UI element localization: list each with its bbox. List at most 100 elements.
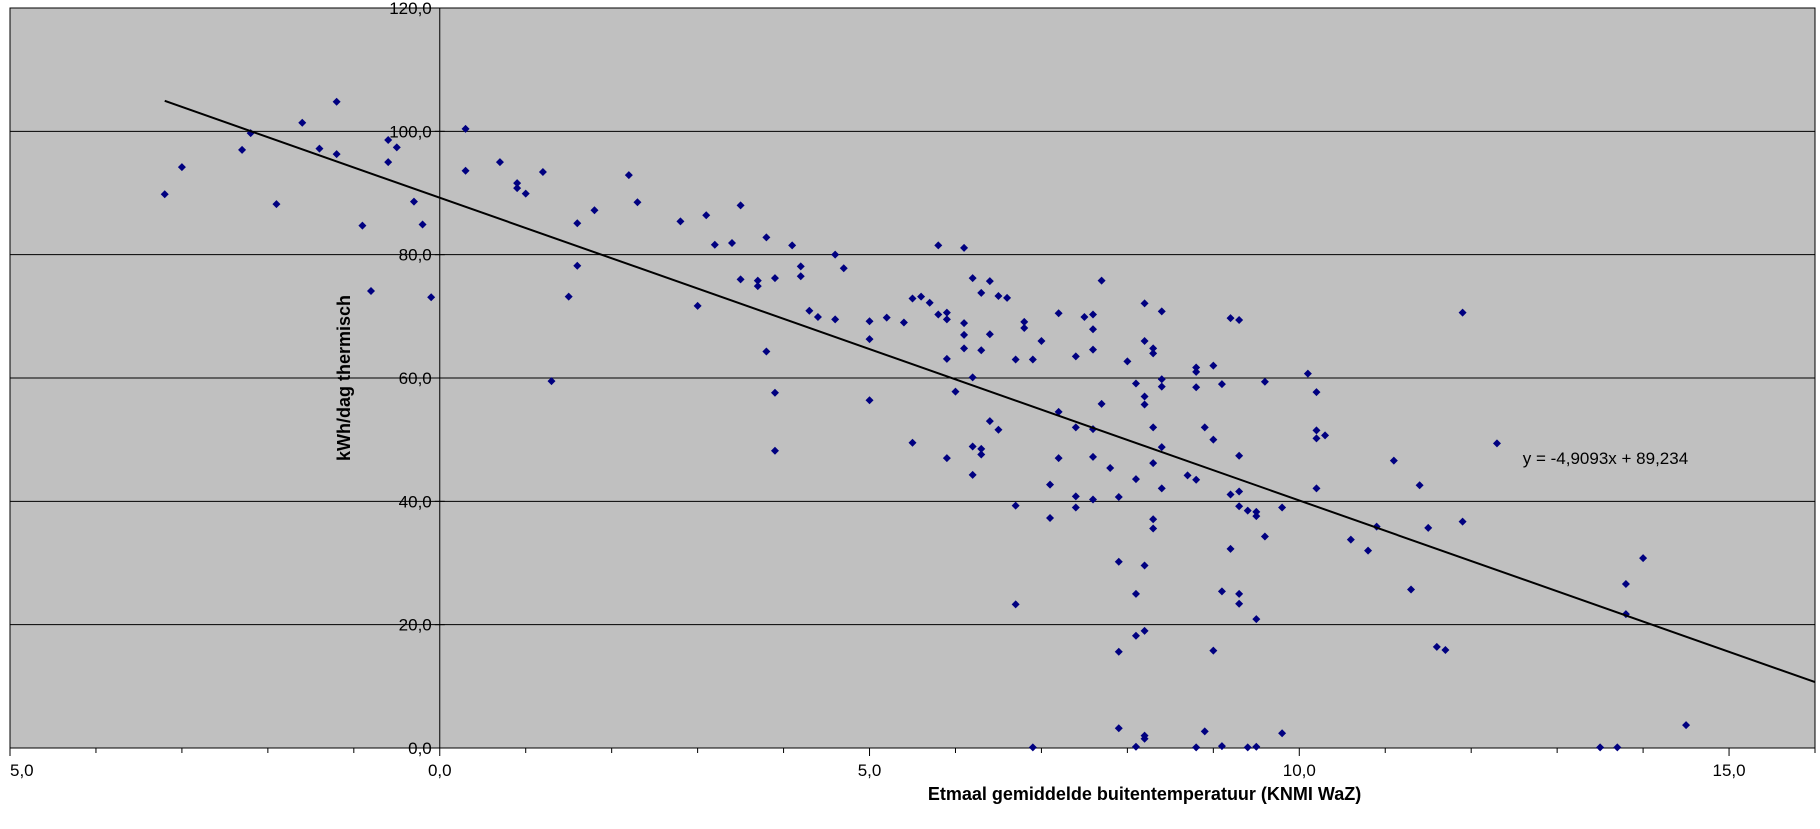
data-point [1157, 382, 1166, 391]
data-point [1235, 487, 1244, 496]
data-point [409, 197, 418, 206]
data-point [994, 291, 1003, 300]
data-point [272, 200, 281, 209]
data-point [1149, 524, 1158, 533]
data-point [1252, 507, 1261, 516]
data-point [985, 277, 994, 286]
data-point [1149, 459, 1158, 468]
data-point [418, 220, 427, 229]
data-point [1131, 742, 1140, 751]
data-point [796, 262, 805, 271]
data-point [513, 179, 522, 188]
data-point [495, 158, 504, 167]
data-point [1407, 585, 1416, 594]
data-point [1217, 742, 1226, 751]
data-point [1312, 388, 1321, 397]
data-point [770, 274, 779, 283]
data-point [960, 319, 969, 328]
data-point [865, 335, 874, 344]
data-point [1157, 375, 1166, 384]
data-point [1492, 439, 1501, 448]
data-point [1157, 443, 1166, 452]
data-point [461, 166, 470, 175]
data-point [1114, 647, 1123, 656]
data-point [315, 144, 324, 153]
data-point [573, 261, 582, 270]
data-point [573, 219, 582, 228]
data-point [942, 315, 951, 324]
data-point [1260, 377, 1269, 386]
data-point [1149, 349, 1158, 358]
data-point [753, 282, 762, 291]
data-point [1054, 309, 1063, 318]
data-point [1235, 599, 1244, 608]
data-point [1157, 307, 1166, 316]
y-tick-label: 40,0 [399, 492, 432, 511]
data-point [1441, 645, 1450, 654]
data-point [1140, 734, 1149, 743]
data-point [1020, 324, 1029, 333]
data-point [298, 118, 307, 127]
data-point [1312, 426, 1321, 435]
trendline [164, 99, 1816, 684]
y-tick-label: 80,0 [399, 246, 432, 265]
data-point [1149, 344, 1158, 353]
x-tick-label: 10,0 [1283, 761, 1316, 780]
data-point [968, 373, 977, 382]
data-point [547, 377, 556, 386]
data-point [1278, 729, 1287, 738]
data-point [1235, 451, 1244, 460]
data-point [1071, 352, 1080, 361]
data-point [513, 184, 522, 193]
data-point [1089, 495, 1097, 504]
data-point [1089, 325, 1097, 334]
data-point [839, 264, 848, 273]
data-point [796, 272, 805, 281]
data-point [1183, 471, 1192, 480]
data-points [160, 97, 1691, 752]
y-tick-label: 20,0 [399, 616, 432, 635]
data-point [1131, 589, 1140, 598]
data-point [1140, 299, 1149, 308]
data-point [728, 238, 736, 247]
data-point [1123, 357, 1132, 366]
data-point [710, 240, 719, 249]
data-point [917, 292, 926, 301]
data-point [1011, 501, 1020, 510]
data-point [1226, 314, 1235, 323]
data-point [1028, 743, 1037, 752]
y-tick-label: 120,0 [389, 0, 432, 18]
data-point [1252, 742, 1261, 751]
data-point [1621, 579, 1630, 588]
data-point [1217, 380, 1226, 389]
data-point [753, 276, 762, 285]
data-point [1003, 293, 1012, 302]
data-point [831, 315, 840, 324]
data-point [1046, 480, 1055, 489]
data-point [1682, 721, 1691, 730]
data-point [160, 190, 169, 199]
data-point [177, 163, 186, 172]
data-point [564, 292, 573, 301]
data-point [1114, 557, 1123, 566]
data-point [1209, 361, 1218, 370]
data-point [1114, 724, 1123, 733]
data-point [1458, 308, 1467, 317]
data-point [934, 241, 943, 250]
data-point [1226, 544, 1235, 553]
data-point [1235, 502, 1244, 511]
data-point [367, 287, 375, 296]
data-point [1235, 589, 1244, 598]
data-point [332, 150, 341, 159]
data-point [1192, 475, 1201, 484]
data-point [865, 317, 874, 326]
data-point [1054, 407, 1063, 416]
data-point [960, 330, 969, 339]
data-point [1028, 355, 1037, 364]
data-point [1389, 456, 1398, 465]
data-point [951, 387, 960, 396]
data-point [1046, 513, 1055, 522]
data-point [736, 201, 745, 210]
data-point [1037, 337, 1046, 345]
data-point [994, 425, 1003, 434]
